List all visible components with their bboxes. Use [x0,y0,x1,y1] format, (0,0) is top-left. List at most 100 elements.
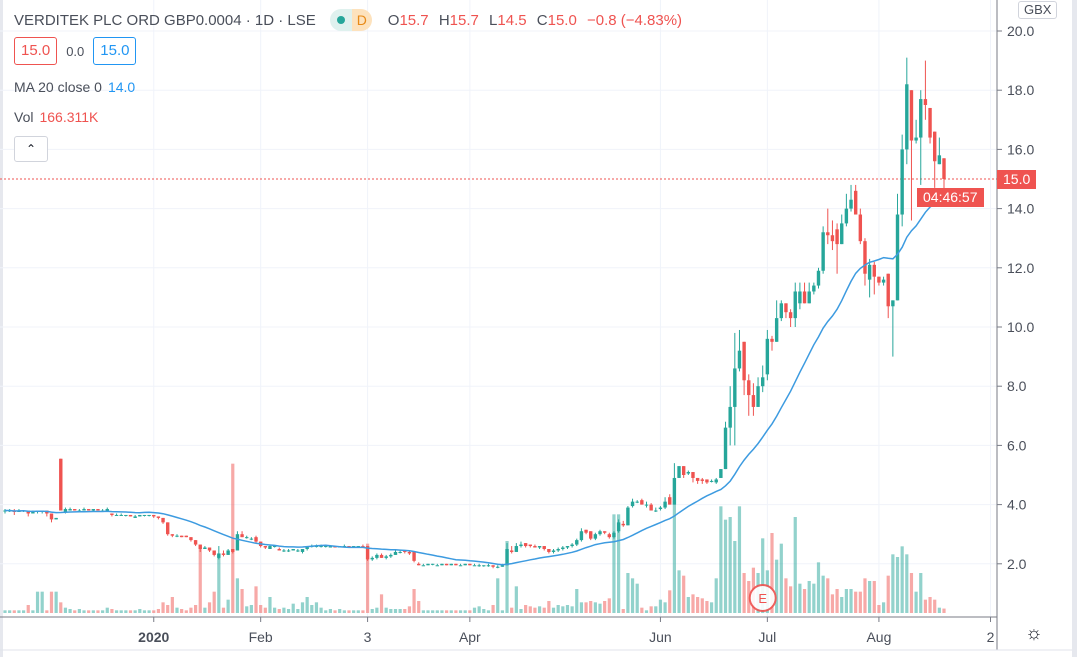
volume-bar [421,610,425,613]
candle [779,300,784,322]
candle [933,131,937,188]
time-tick-label: Feb [249,629,273,645]
volume-bar [621,609,625,613]
volume-bar [793,517,797,613]
volume-bar [700,598,704,613]
candle [249,537,254,541]
volume-bar [142,610,147,613]
volume-bar [737,506,742,613]
symbol-title[interactable]: VERDITEK PLC ORD GBP0.0004 · 1D · LSE [14,11,316,29]
candle-body [482,565,486,567]
candle-body [54,517,58,520]
gear-icon[interactable]: ☼ [1025,623,1043,644]
volume-bar [282,607,286,613]
volume-bar [468,610,472,613]
volume-label: Vol [14,109,34,125]
candle-body [133,516,137,518]
volume-bar [54,591,58,613]
volume-bar [579,602,584,613]
currency-label[interactable]: GBX [1018,1,1058,19]
candle-body [723,427,728,470]
volume-bar [314,602,319,613]
candle [375,553,379,560]
candle-body [523,543,528,547]
volume-bar [788,586,793,613]
candle-body [454,563,458,566]
earnings-marker-label: E [758,591,767,606]
volume-bar [505,541,509,613]
moving-average-line [5,199,945,566]
candle [784,303,788,319]
candle [644,501,649,508]
volume-bar [868,581,872,613]
candle-body [761,377,765,387]
candle-body [607,534,612,538]
candle [905,57,909,165]
candle [598,529,602,536]
volume-bar [607,598,611,613]
market-status-badge[interactable]: D [329,9,372,31]
candle [12,509,16,515]
candle-body [668,497,672,505]
volume-bar [370,609,374,613]
candle [593,532,598,541]
candle [793,282,797,327]
volume-bar [663,602,667,613]
volume-bar [486,610,491,613]
candle-body [942,158,946,179]
candle [417,562,421,566]
ma-legend[interactable]: MA 20 close 0 14.0 [14,79,135,95]
volume-legend[interactable]: Vol 166.311K [14,109,98,125]
volume-bar [114,610,119,613]
candle [867,258,872,298]
candle [235,531,240,551]
volume-bar [119,610,123,613]
candle-body [240,534,244,538]
candle [86,509,91,511]
volume-bar [472,607,477,613]
candle [482,565,486,567]
candle [175,534,179,538]
volume-bar [105,607,109,613]
candle [523,543,528,548]
candle [733,332,737,446]
candle-body [621,523,625,526]
volume-bar [524,605,528,613]
volume-bar [519,609,523,613]
volume-bar [510,607,514,613]
candle [463,563,467,566]
sell-button[interactable]: 15.0 [14,37,58,65]
candle [454,563,458,566]
volume-bar [742,573,746,613]
volume-bar [617,514,621,613]
candle [114,513,119,516]
candle [551,549,556,554]
buy-button[interactable]: 15.0 [93,37,137,65]
volume-bar [598,603,602,613]
volume-bar [877,605,881,613]
earnings-marker[interactable]: E [748,584,777,612]
candle [602,531,607,535]
candle-body [863,241,867,274]
candle-body [626,507,630,526]
candle-body [300,549,305,552]
volume-bar [686,597,690,613]
candle-body [719,469,723,478]
candle-body [663,501,667,508]
candle-body [449,563,453,566]
candle-body [319,546,323,548]
candle [221,550,226,557]
last-price-label: 15.0 [997,170,1037,189]
candle [807,282,811,304]
candle-body [486,565,491,567]
volume-bar [682,575,686,613]
volume-bar [338,609,342,613]
candle [742,341,746,396]
volume-bar [277,609,281,613]
candle-body [537,546,542,548]
open-value: 15.7 [399,11,429,29]
collapse-legend-button[interactable]: ⌃ [14,136,48,162]
candle [477,563,481,567]
candle-body [886,273,890,307]
